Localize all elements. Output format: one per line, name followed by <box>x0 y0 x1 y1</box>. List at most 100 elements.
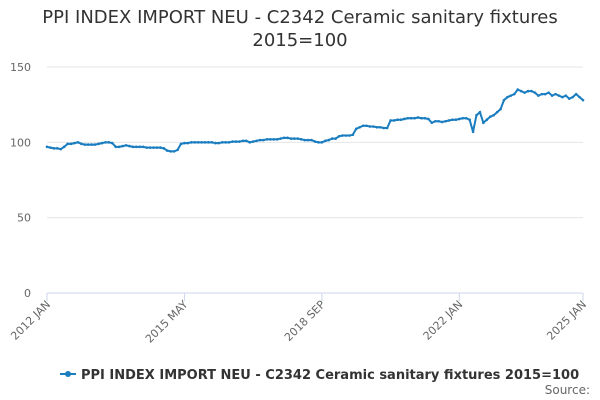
point <box>104 141 107 144</box>
point <box>485 118 489 122</box>
x-tick-label: 2025 JAN <box>544 298 589 343</box>
point <box>478 110 482 114</box>
legend-marker <box>65 371 71 377</box>
point <box>220 141 224 144</box>
point <box>440 120 444 124</box>
x-tick-label: 2015 MAY <box>143 298 191 346</box>
point <box>172 150 176 153</box>
point <box>430 121 434 125</box>
point <box>499 107 502 111</box>
point <box>351 133 355 137</box>
point <box>512 92 516 96</box>
point <box>324 139 327 143</box>
point <box>217 141 221 145</box>
point <box>578 95 581 99</box>
point <box>152 146 155 149</box>
point <box>464 116 468 120</box>
point <box>176 148 179 152</box>
y-tick-label: 0 <box>24 287 31 300</box>
point <box>138 145 142 149</box>
point <box>341 134 344 137</box>
y-tick-label: 150 <box>10 61 31 74</box>
x-tick-label: 2012 JAN <box>8 298 53 343</box>
point <box>444 119 447 123</box>
point <box>207 141 210 144</box>
point <box>272 138 276 141</box>
point <box>502 98 506 102</box>
point <box>100 141 104 145</box>
point <box>368 125 372 128</box>
point <box>375 125 379 129</box>
point <box>509 94 513 97</box>
point <box>420 116 423 120</box>
point <box>145 146 148 149</box>
point <box>433 119 437 123</box>
point <box>128 144 131 148</box>
point <box>320 141 324 144</box>
point <box>423 116 427 120</box>
point <box>540 92 544 96</box>
point <box>279 137 282 140</box>
point <box>557 94 561 97</box>
point <box>337 135 341 138</box>
point <box>365 124 368 128</box>
point <box>227 141 231 144</box>
point <box>234 140 238 143</box>
point <box>537 94 540 97</box>
point <box>389 119 392 122</box>
point <box>289 137 293 140</box>
point <box>86 143 90 146</box>
point <box>224 141 227 144</box>
point <box>155 146 159 149</box>
point <box>354 127 358 131</box>
point <box>135 145 138 149</box>
source: Source: <box>545 383 590 397</box>
point <box>299 138 303 141</box>
point <box>385 126 389 130</box>
point <box>203 141 207 144</box>
point <box>62 145 66 149</box>
point <box>258 138 262 142</box>
point <box>80 142 83 146</box>
point <box>255 139 258 143</box>
point <box>179 142 183 146</box>
point <box>148 146 152 149</box>
y-tick-label: 100 <box>10 136 31 149</box>
point <box>348 134 351 137</box>
point <box>186 141 190 145</box>
point <box>378 125 382 129</box>
point <box>361 124 365 128</box>
point <box>69 142 73 146</box>
point <box>117 145 121 149</box>
x-tick-label: 2022 JAN <box>421 298 466 343</box>
point <box>358 125 361 129</box>
point <box>437 119 440 123</box>
point <box>248 141 252 144</box>
point <box>231 140 234 143</box>
point <box>286 136 289 140</box>
point <box>90 143 93 146</box>
point <box>554 92 557 96</box>
point <box>293 137 296 140</box>
point <box>581 98 585 102</box>
x-tick-label: 2018 SEP <box>282 298 328 344</box>
point <box>282 136 286 140</box>
point <box>461 116 465 120</box>
point <box>406 116 410 120</box>
point <box>533 91 537 94</box>
point <box>313 140 317 143</box>
point <box>372 125 375 128</box>
point <box>447 119 451 122</box>
point <box>183 141 186 145</box>
point <box>193 141 197 144</box>
point <box>327 138 331 142</box>
point <box>317 141 320 144</box>
chart-title: PPI INDEX IMPORT NEU - C2342 Ceramic san… <box>42 7 558 51</box>
point <box>516 88 520 91</box>
point <box>107 141 111 144</box>
point <box>475 113 478 117</box>
point <box>403 117 406 121</box>
point <box>526 89 530 93</box>
point <box>495 110 499 114</box>
